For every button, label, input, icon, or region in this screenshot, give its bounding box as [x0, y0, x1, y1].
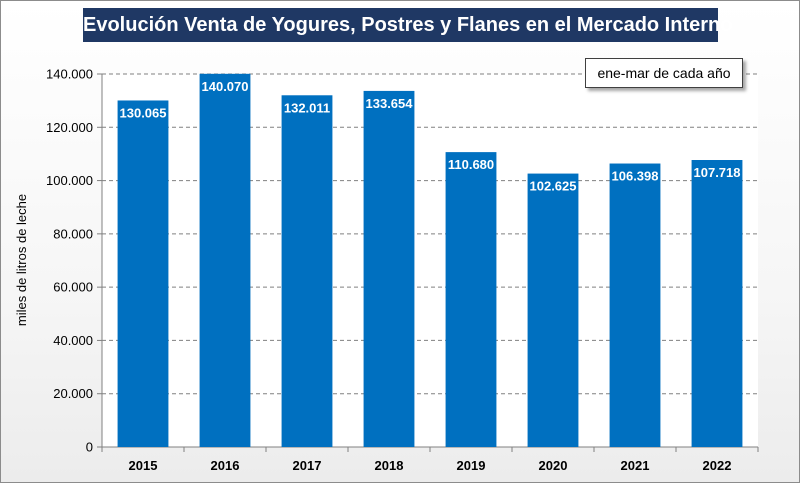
y-tick-label: 140.000 [46, 67, 93, 82]
bar-2022 [691, 160, 743, 447]
y-tick-labels: 0 20.000 40.000 60.000 80.000 100.000 120.000 1… [46, 67, 93, 455]
data-label-2015: 130.065 [120, 105, 167, 120]
y-tick-label: 80.000 [53, 226, 93, 241]
x-tick-label: 2016 [211, 458, 240, 473]
data-label-2017: 132.011 [284, 100, 330, 115]
data-label-2016: 140.070 [202, 79, 249, 94]
bar-2017 [281, 95, 333, 448]
data-labels: 130.065 140.070 132.011 133.654 110.680 102.6… [120, 79, 741, 194]
y-tick-label: 0 [86, 440, 93, 455]
y-tick-label: 60.000 [53, 280, 93, 295]
y-tick-label: 40.000 [53, 333, 93, 348]
x-tick-label: 2021 [621, 458, 650, 473]
x-tick-label: 2015 [129, 458, 158, 473]
data-label-2018: 133.654 [366, 96, 414, 111]
x-tick-label: 2017 [293, 458, 322, 473]
y-tick-label: 100.000 [46, 173, 93, 188]
bar-2018 [363, 90, 415, 447]
x-tick-label: 2020 [539, 458, 568, 473]
x-tick-label: 2019 [457, 458, 486, 473]
bar-2020 [527, 173, 579, 447]
bars [117, 73, 743, 448]
bar-2015 [117, 100, 169, 448]
y-tick-label: 20.000 [53, 386, 93, 401]
bar-2021 [609, 163, 661, 447]
data-label-2021: 106.398 [612, 169, 659, 184]
x-tick-label: 2022 [703, 458, 732, 473]
period-note: ene-mar de cada año [585, 58, 743, 88]
chart-title: Evolución Venta de Yogures, Postres y Fl… [83, 8, 732, 42]
bar-2019 [445, 152, 497, 447]
bar-2016 [199, 73, 251, 447]
y-tick-label: 120.000 [46, 120, 93, 135]
x-tick-labels: 2015 2016 2017 2018 2019 2020 2021 2022 [129, 458, 732, 473]
data-label-2019: 110.680 [448, 157, 494, 172]
x-tick-label: 2018 [375, 458, 404, 473]
y-axis-label: miles de litros de leche [14, 194, 29, 326]
data-label-2022: 107.718 [694, 165, 741, 180]
data-label-2020: 102.625 [530, 179, 577, 194]
